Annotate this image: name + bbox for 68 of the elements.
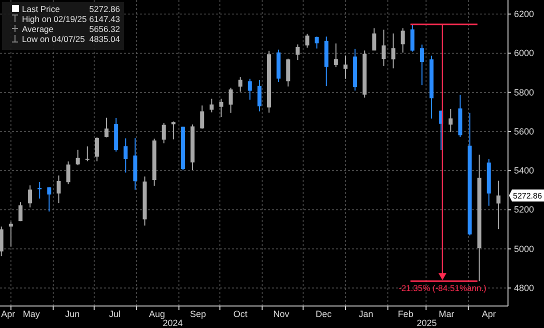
candlestick xyxy=(66,160,70,185)
candlestick xyxy=(124,138,128,174)
y-tick-label: 6000 xyxy=(514,48,534,58)
x-tick-label: Nov xyxy=(273,309,290,319)
x-tick-label: Sep xyxy=(190,309,206,319)
candlestick xyxy=(18,202,22,222)
candlestick xyxy=(296,44,300,61)
x-tick-label: Mar xyxy=(438,309,454,319)
x-tick-label: Apr xyxy=(1,309,16,319)
y-tick-label: 5400 xyxy=(514,166,534,176)
annotation: 5656.32 xyxy=(89,24,120,34)
candlestick xyxy=(47,186,52,212)
candlestick xyxy=(28,184,32,208)
candlestick xyxy=(420,44,424,86)
candlestick xyxy=(228,87,233,114)
annotation: 6147.43 xyxy=(89,14,120,24)
candlestick xyxy=(8,221,13,248)
annotation: Average xyxy=(22,24,54,34)
candlestick xyxy=(334,42,338,68)
candlestick xyxy=(56,175,61,204)
candlestick xyxy=(0,226,4,257)
candlestick xyxy=(85,146,90,162)
candlestick xyxy=(372,28,376,51)
candlestick xyxy=(286,58,290,87)
annotation: 4835.04 xyxy=(89,34,120,44)
candlestick xyxy=(314,36,319,50)
candlestick xyxy=(200,104,204,130)
y-tick-label: 5800 xyxy=(514,87,534,98)
x-tick-label: Jan xyxy=(358,309,374,319)
candlestick xyxy=(104,117,109,138)
x-tick-label: Jun xyxy=(65,309,80,319)
candlestick xyxy=(400,28,405,54)
candlestick xyxy=(219,98,224,118)
x-tick-label: Aug xyxy=(149,309,166,319)
y-tick-label: 4800 xyxy=(514,283,534,293)
text: 2025 xyxy=(416,318,437,328)
candlestick xyxy=(391,32,396,69)
x-tick-label: Dec xyxy=(316,309,332,319)
annotation: Last Price xyxy=(22,4,60,14)
x-tick-label: Jul xyxy=(108,309,120,319)
x-tick-label: Oct xyxy=(233,309,248,319)
annotation: 5272.86 xyxy=(89,4,120,14)
candlestick xyxy=(343,55,348,80)
y-tick-label: 5600 xyxy=(514,126,534,136)
candlestick xyxy=(76,149,80,166)
x-tick-label: Apr xyxy=(482,309,496,319)
y-tick-label: 5000 xyxy=(514,244,534,254)
candlestick xyxy=(448,108,453,133)
candlestick xyxy=(305,33,310,48)
candlestick xyxy=(496,180,500,230)
candlestick xyxy=(257,80,262,112)
annotation: Low on 04/07/25 xyxy=(22,34,86,44)
candlestick xyxy=(162,122,166,144)
x-tick-label: May xyxy=(22,309,40,319)
candlestick xyxy=(210,98,214,113)
y-tick-label: 6200 xyxy=(514,9,534,20)
annotation: -21.35% (-84.51%ann.) xyxy=(398,283,487,294)
text: 5272.86 xyxy=(513,191,542,200)
candlestick xyxy=(171,121,176,140)
candlestick xyxy=(410,24,414,52)
candlestick xyxy=(248,78,252,100)
annotation: High on 02/19/25 xyxy=(22,14,88,24)
x-tick-label: Feb xyxy=(398,309,414,319)
candlestick xyxy=(94,136,99,162)
y-tick-label: 5200 xyxy=(514,204,534,215)
candlestick xyxy=(382,29,386,66)
candlestick xyxy=(238,76,242,92)
text: 2024 xyxy=(162,318,183,328)
